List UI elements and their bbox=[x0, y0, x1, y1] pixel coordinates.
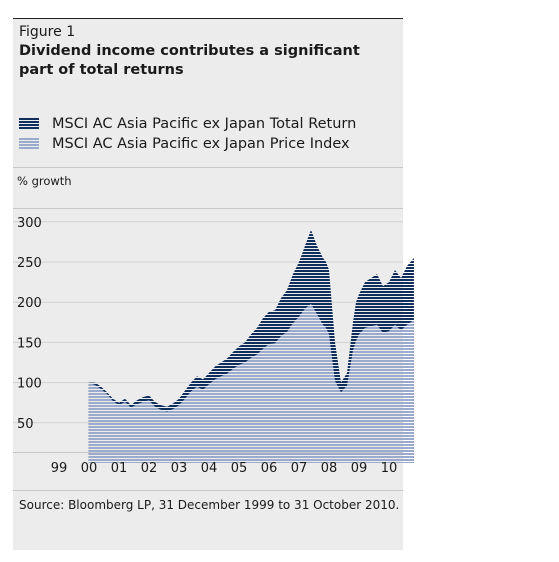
figure-label: Figure 1 bbox=[19, 24, 76, 40]
divider-plot-top bbox=[13, 208, 403, 209]
x-tick-label-09: 09 bbox=[351, 461, 368, 476]
legend-item-total-return: MSCI AC Asia Pacific ex Japan Total Retu… bbox=[19, 116, 356, 132]
x-tick-label-08: 08 bbox=[321, 461, 338, 476]
x-tick-label-07: 07 bbox=[291, 461, 308, 476]
y-axis-unit-label: % growth bbox=[17, 174, 72, 188]
x-tick-label-02: 02 bbox=[141, 461, 158, 476]
source-note: Source: Bloomberg LP, 31 December 1999 t… bbox=[19, 498, 400, 512]
legend-item-price-index: MSCI AC Asia Pacific ex Japan Price Inde… bbox=[19, 136, 350, 152]
x-tick-label-05: 05 bbox=[231, 461, 248, 476]
divider-source bbox=[13, 490, 403, 491]
y-tick-label-200: 200 bbox=[17, 296, 42, 311]
x-tick-label-06: 06 bbox=[261, 461, 278, 476]
legend-swatch-total-return bbox=[19, 118, 39, 130]
x-tick-label-03: 03 bbox=[171, 461, 188, 476]
legend-label-price-index: MSCI AC Asia Pacific ex Japan Price Inde… bbox=[52, 136, 350, 152]
top-divider bbox=[13, 18, 403, 19]
y-tick-label-300: 300 bbox=[17, 216, 42, 231]
x-tick-label-10: 10 bbox=[381, 461, 398, 476]
x-tick-label-99: 99 bbox=[51, 461, 68, 476]
y-tick-label-150: 150 bbox=[17, 336, 42, 351]
x-tick-label-00: 00 bbox=[81, 461, 98, 476]
legend-swatch-price-index bbox=[19, 138, 39, 150]
chart-title: Dividend income contributes a significan… bbox=[19, 43, 360, 78]
series-area-price-index bbox=[88, 303, 414, 463]
y-tick-label-50: 50 bbox=[17, 417, 34, 432]
x-tick-label-04: 04 bbox=[201, 461, 218, 476]
y-tick-label-100: 100 bbox=[17, 377, 42, 392]
divider-legend bbox=[13, 167, 403, 168]
x-tick-label-01: 01 bbox=[111, 461, 128, 476]
y-tick-label-250: 250 bbox=[17, 256, 42, 271]
legend-label-total-return: MSCI AC Asia Pacific ex Japan Total Retu… bbox=[52, 116, 357, 132]
